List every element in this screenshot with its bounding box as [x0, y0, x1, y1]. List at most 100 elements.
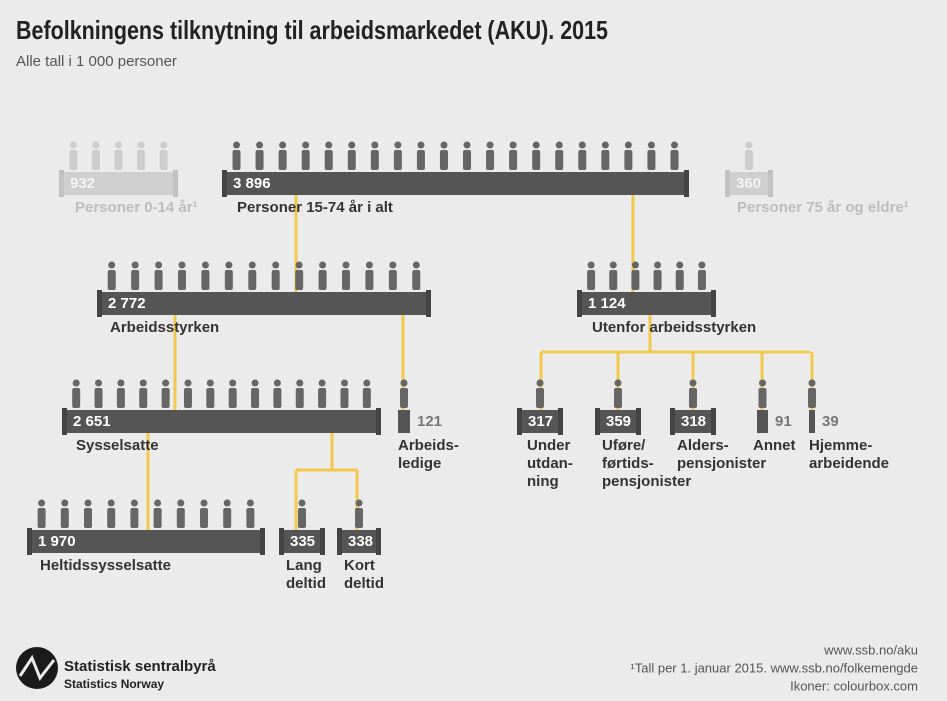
bar [673, 410, 713, 433]
bar-cap [320, 528, 325, 555]
node-value: 3 896 [233, 175, 271, 192]
person-head [139, 379, 147, 387]
person-body [69, 150, 78, 170]
bar-cap [376, 528, 381, 555]
person-body [555, 150, 564, 170]
person-body [624, 150, 633, 170]
person-body [84, 508, 92, 528]
node-value: 360 [736, 175, 761, 192]
person-body [201, 270, 210, 290]
person-head [601, 141, 609, 149]
node-label: deltid [286, 575, 326, 592]
node-value: 121 [417, 413, 442, 430]
person-body [340, 388, 349, 408]
node-label: Sysselsatte [76, 437, 159, 454]
node-label: Personer 15-74 år i alt [237, 199, 393, 216]
node-label: pensjonister [677, 455, 766, 472]
person-body [278, 150, 287, 170]
person-head [162, 379, 170, 387]
bar [340, 530, 378, 553]
person-head [279, 141, 287, 149]
person-head [509, 141, 517, 149]
person-body [255, 150, 264, 170]
person-body [601, 150, 610, 170]
node-label: Alders- [677, 437, 729, 454]
person-body [154, 270, 163, 290]
person-head [689, 379, 697, 387]
person-body [697, 270, 706, 290]
person-body [153, 508, 162, 528]
person-head [355, 499, 363, 507]
bar [398, 410, 410, 433]
node-label: ledige [398, 455, 441, 472]
bar-cap [711, 408, 716, 435]
bar-cap [711, 290, 716, 317]
person-body [318, 388, 327, 408]
person-head [325, 141, 333, 149]
person-head [115, 141, 122, 149]
node-label: Personer 0-14 år¹ [75, 199, 198, 216]
bar [282, 530, 322, 553]
person-head [670, 141, 678, 149]
person-head [486, 141, 494, 149]
node-value: 932 [70, 175, 95, 192]
person-head [676, 261, 684, 269]
node-label: ning [527, 473, 559, 490]
person-body [647, 150, 656, 170]
person-head [759, 379, 766, 387]
bar [225, 172, 686, 195]
person-body [60, 508, 69, 528]
bar-cap [517, 408, 522, 435]
node-label: Annet [753, 437, 796, 454]
person-head [107, 499, 115, 507]
node-value: 338 [348, 533, 373, 550]
person-head [272, 261, 280, 269]
node-label: Personer 75 år og eldre¹ [737, 199, 909, 216]
person-body [232, 150, 241, 170]
bar-cap [260, 528, 265, 555]
person-body [246, 508, 255, 528]
person-body [347, 150, 356, 170]
bar [757, 410, 768, 433]
person-body [178, 270, 186, 290]
node-label: Lang [286, 557, 322, 574]
person-head [177, 499, 185, 507]
person-body [578, 150, 587, 170]
person-body [228, 388, 237, 408]
bar-cap [173, 170, 178, 197]
person-body [298, 508, 306, 528]
node-value: 1 970 [38, 533, 76, 550]
node-value: 1 124 [588, 295, 626, 312]
bar-cap [62, 408, 67, 435]
person-body [365, 270, 374, 290]
person-head [319, 261, 327, 269]
node-value: 359 [606, 413, 631, 430]
node-label: Hjemme- [809, 437, 872, 454]
bar-cap [97, 290, 102, 317]
person-head [225, 261, 233, 269]
node-value: 39 [822, 413, 839, 430]
bar-cap [636, 408, 641, 435]
person-body [463, 150, 472, 170]
bar-cap [279, 528, 284, 555]
title: Befolkningens tilknytning til arbeidsmar… [16, 15, 608, 45]
person-head [38, 499, 46, 507]
person-head [412, 261, 420, 269]
node-label: Arbeidsstyrken [110, 319, 219, 336]
person-head [223, 499, 231, 507]
person-head [342, 261, 350, 269]
person-body [631, 270, 640, 290]
person-head [273, 379, 281, 387]
person-body [248, 270, 257, 290]
person-body [107, 270, 116, 290]
person-head [117, 379, 125, 387]
person-head [233, 141, 241, 149]
person-head [363, 379, 371, 387]
person-head [745, 141, 753, 149]
person-head [206, 379, 214, 387]
person-head [160, 141, 168, 149]
person-head [463, 141, 471, 149]
person-body [439, 150, 448, 170]
person-body [486, 150, 495, 170]
person-head [200, 499, 208, 507]
